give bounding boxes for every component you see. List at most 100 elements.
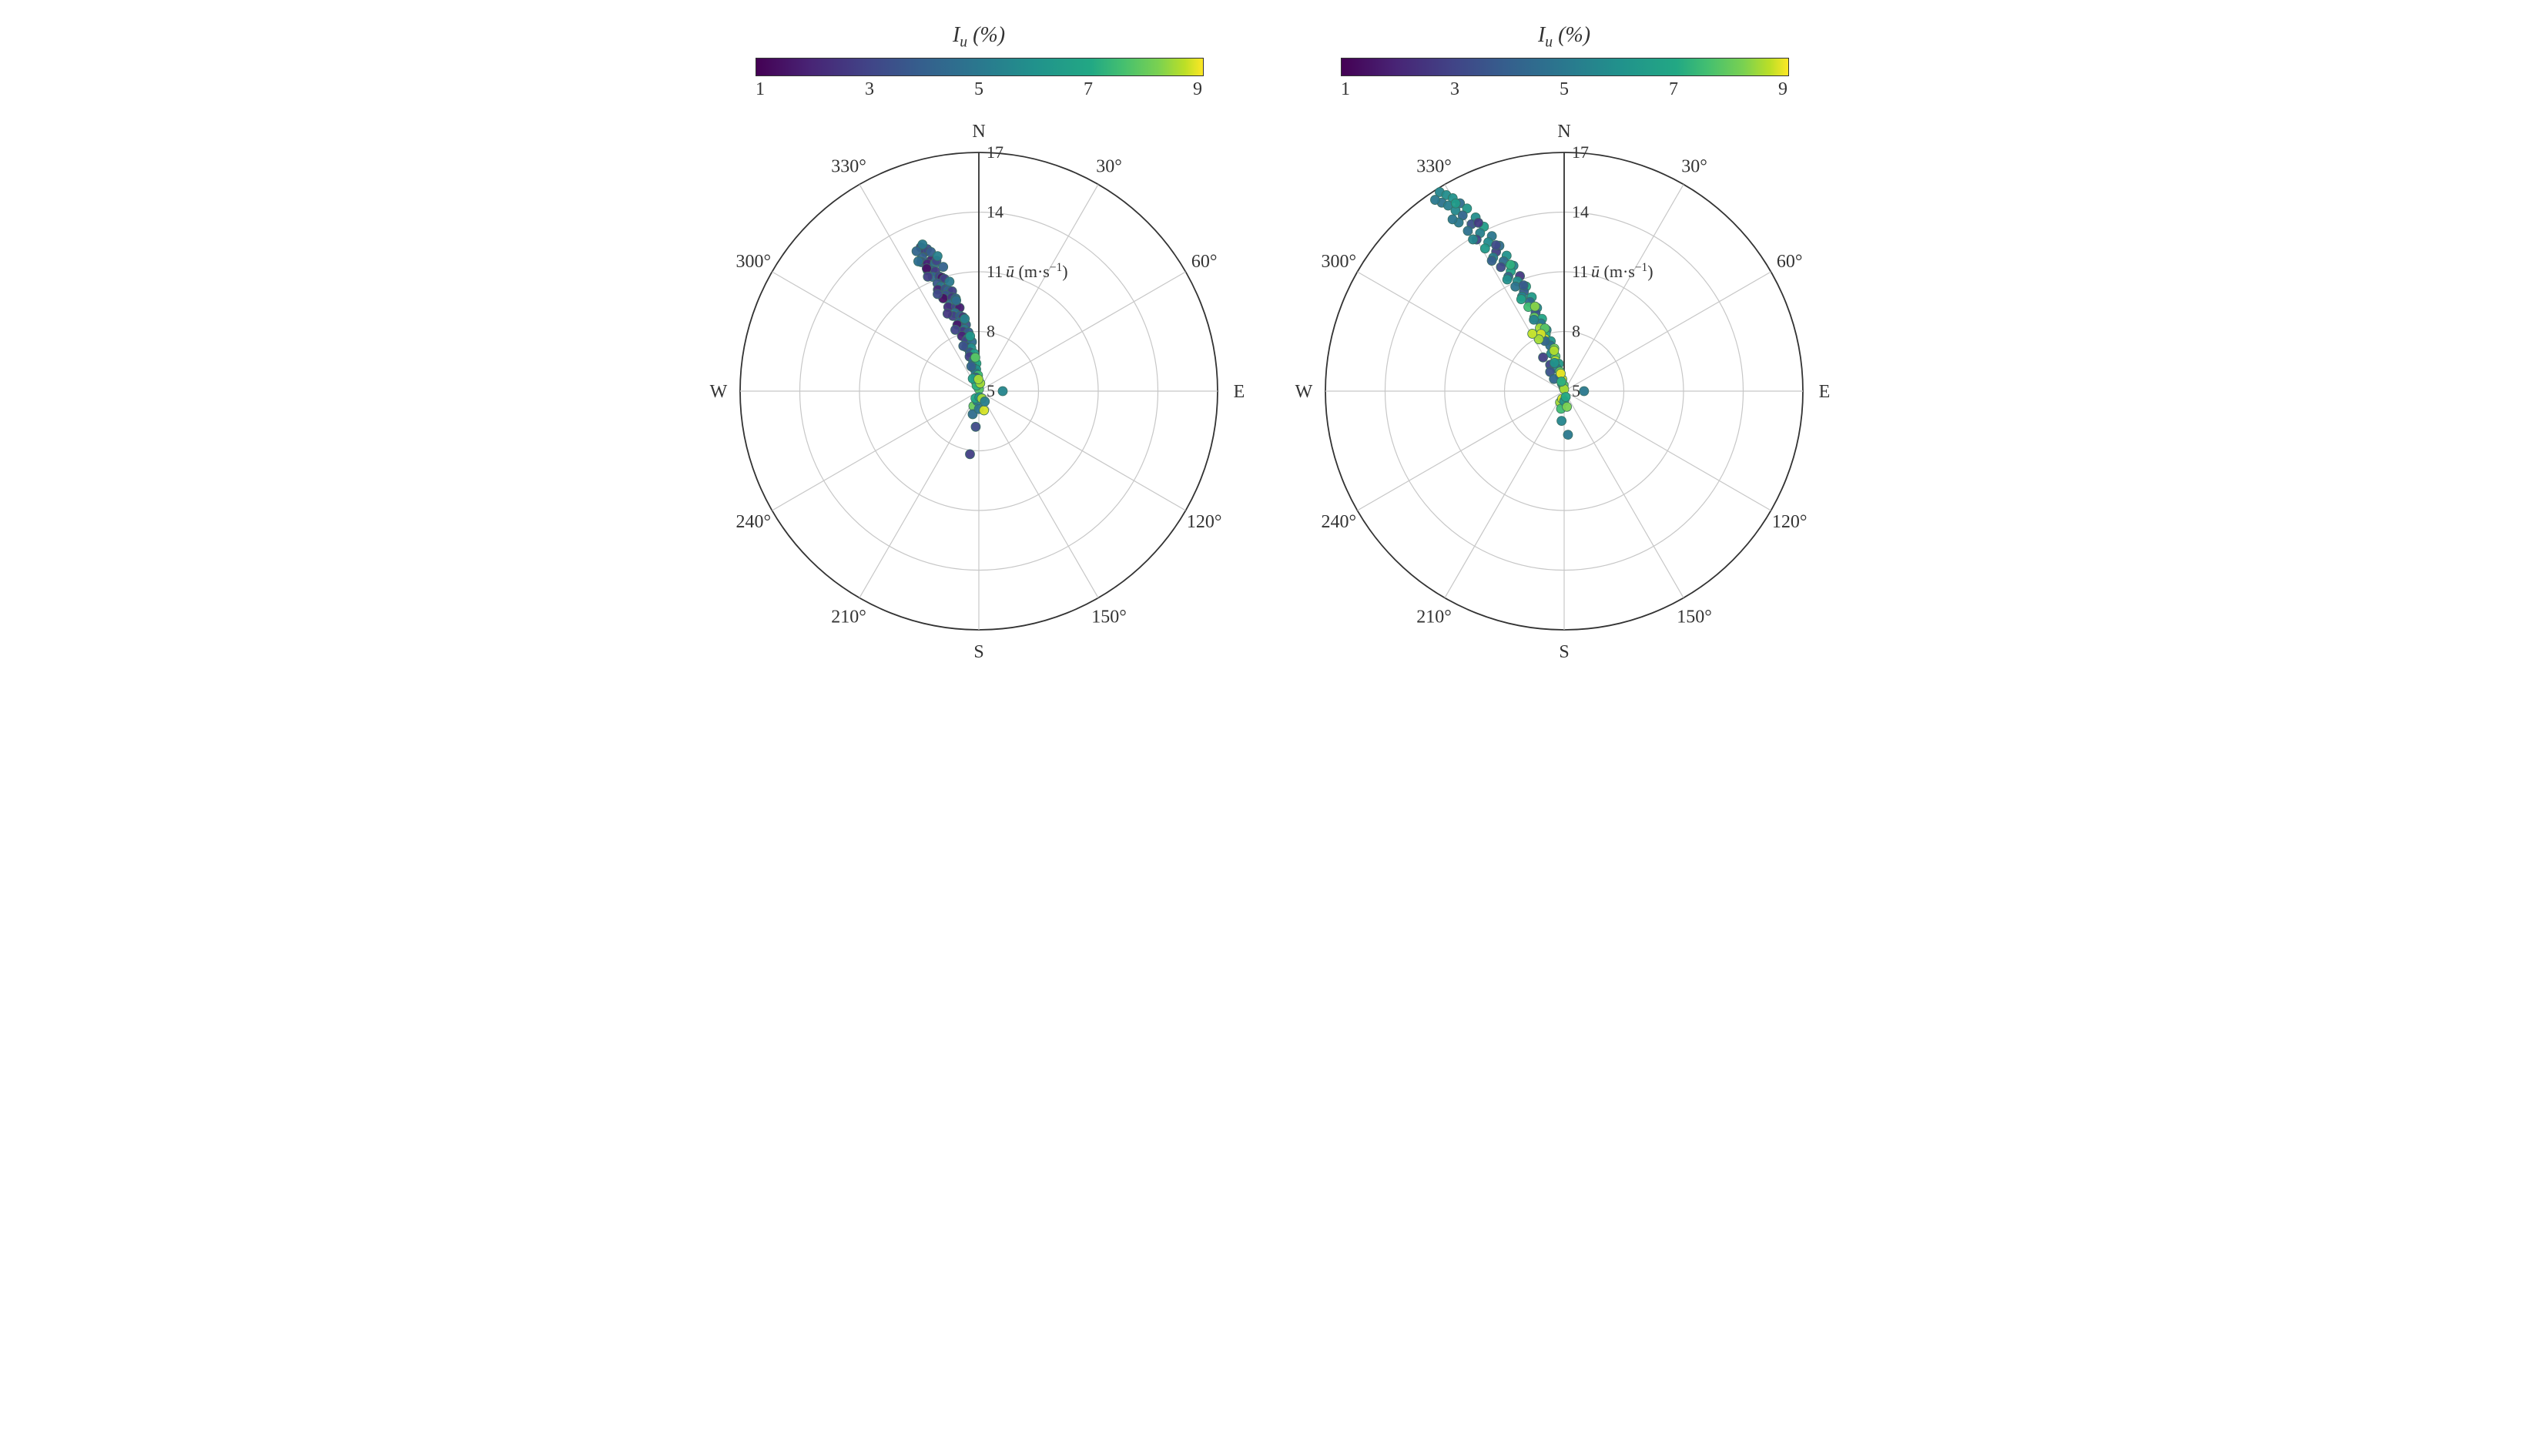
angle-label: 240° (735, 512, 771, 532)
angle-label: 300° (1321, 252, 1356, 272)
r-tick-label: 11 (987, 262, 1003, 281)
angle-label: W (1295, 382, 1313, 402)
data-point (1529, 315, 1539, 324)
colorbar-tick: 5 (1560, 79, 1569, 100)
colorbar-tick: 3 (1450, 79, 1459, 100)
r-tick-label: 14 (1572, 202, 1589, 221)
colorbar-tick: 1 (756, 79, 765, 100)
polar-left: 58111417ū (m·s−1)N30°60°E120°150°S210°2… (702, 114, 1256, 672)
r-tick-label: 5 (1572, 381, 1580, 400)
grid-spoke (1358, 391, 1564, 510)
r-tick-label: 8 (1572, 321, 1580, 340)
data-point (1492, 240, 1501, 249)
data-point (1480, 243, 1489, 253)
colorbar-left: 1 3 5 7 9 (756, 58, 1202, 100)
grid-spoke (859, 184, 979, 390)
angle-label: 150° (1091, 607, 1127, 627)
grid-spoke (979, 391, 1098, 597)
data-point (965, 449, 974, 458)
data-point (950, 325, 960, 334)
data-point (1557, 416, 1566, 425)
colorbar-tick: 7 (1084, 79, 1093, 100)
data-point (1487, 256, 1496, 265)
grid-spoke (1564, 391, 1771, 510)
angle-label: 330° (1416, 156, 1452, 176)
data-point (973, 374, 983, 383)
angle-label: 210° (831, 607, 866, 627)
colorbar-right: 1 3 5 7 9 (1341, 58, 1787, 100)
angle-label: 240° (1321, 512, 1356, 532)
data-point (966, 331, 975, 340)
colorbar-tick: 3 (865, 79, 874, 100)
colorbar-tick: 5 (974, 79, 983, 100)
data-point (1506, 260, 1515, 269)
angle-label: 120° (1772, 512, 1808, 532)
data-point (923, 272, 933, 281)
polar-right: 58111417ū (m·s−1)N30°60°E120°150°S210°2… (1287, 114, 1841, 672)
r-axis-label: ū (m·s−1) (1006, 260, 1068, 281)
colorbar-tick: 7 (1669, 79, 1678, 100)
data-point (1530, 302, 1540, 311)
data-point (922, 263, 931, 273)
data-point (1563, 402, 1572, 411)
data-point (1511, 282, 1520, 291)
data-point (1503, 275, 1512, 284)
angle-label: 120° (1187, 512, 1222, 532)
data-point (933, 251, 942, 260)
data-point (998, 387, 1007, 396)
data-point (967, 361, 976, 370)
angle-label: S (1559, 642, 1569, 662)
grid-spoke (1445, 391, 1564, 597)
data-point (1550, 346, 1559, 355)
r-tick-label: 17 (987, 142, 1003, 162)
right-panel: Iu (%) 13579 58111417ū (m·s−1)N30°60°E1… (1287, 23, 1841, 672)
angle-label: E (1819, 382, 1831, 402)
r-tick-label: 8 (987, 321, 995, 340)
grid-spoke (1564, 272, 1771, 391)
data-point (1474, 218, 1483, 227)
data-point (1580, 387, 1589, 396)
r-tick-label: 14 (987, 202, 1003, 221)
angle-label: 60° (1191, 252, 1218, 272)
left-panel: Iu (%) 13579 58111417ū (m·s−1)N30°60°E1… (702, 23, 1256, 672)
grid-spoke (772, 391, 979, 510)
colorbar-title-left: Iu (%) (953, 23, 1005, 52)
data-point (1556, 377, 1566, 386)
angle-label: 60° (1777, 252, 1803, 272)
colorbar-tick: 1 (1341, 79, 1350, 100)
data-point (1496, 262, 1506, 271)
colorbar-tick: 9 (1778, 79, 1787, 100)
data-point (980, 397, 990, 406)
data-point (952, 296, 961, 305)
data-point (980, 406, 989, 415)
angle-label: 150° (1677, 607, 1712, 627)
data-point (959, 341, 968, 350)
grid-spoke (859, 391, 979, 597)
data-point (1563, 430, 1573, 439)
data-point (1516, 294, 1526, 303)
angle-label: 30° (1681, 156, 1707, 176)
angle-label: S (973, 642, 983, 662)
data-point (913, 256, 923, 266)
data-point (912, 246, 921, 256)
angle-label: 210° (1416, 607, 1452, 627)
data-point (939, 262, 948, 271)
angle-label: 300° (735, 252, 771, 272)
data-point (943, 309, 952, 318)
r-tick-label: 5 (987, 381, 995, 400)
grid-spoke (979, 391, 1185, 510)
data-point (1448, 214, 1457, 223)
data-point (971, 422, 980, 431)
colorbar-tick: 9 (1193, 79, 1202, 100)
angle-label: N (1557, 122, 1570, 142)
figure: Iu (%) 13579 58111417ū (m·s−1)N30°60°E1… (0, 0, 2543, 695)
colorbar-title-right: Iu (%) (1538, 23, 1590, 52)
grid-spoke (979, 272, 1185, 391)
data-point (1539, 353, 1548, 362)
data-point (1430, 195, 1439, 204)
data-point (1519, 280, 1528, 290)
r-tick-label: 17 (1572, 142, 1589, 162)
angle-label: E (1234, 382, 1245, 402)
data-point (1550, 358, 1559, 367)
r-axis-label: ū (m·s−1) (1591, 260, 1653, 281)
